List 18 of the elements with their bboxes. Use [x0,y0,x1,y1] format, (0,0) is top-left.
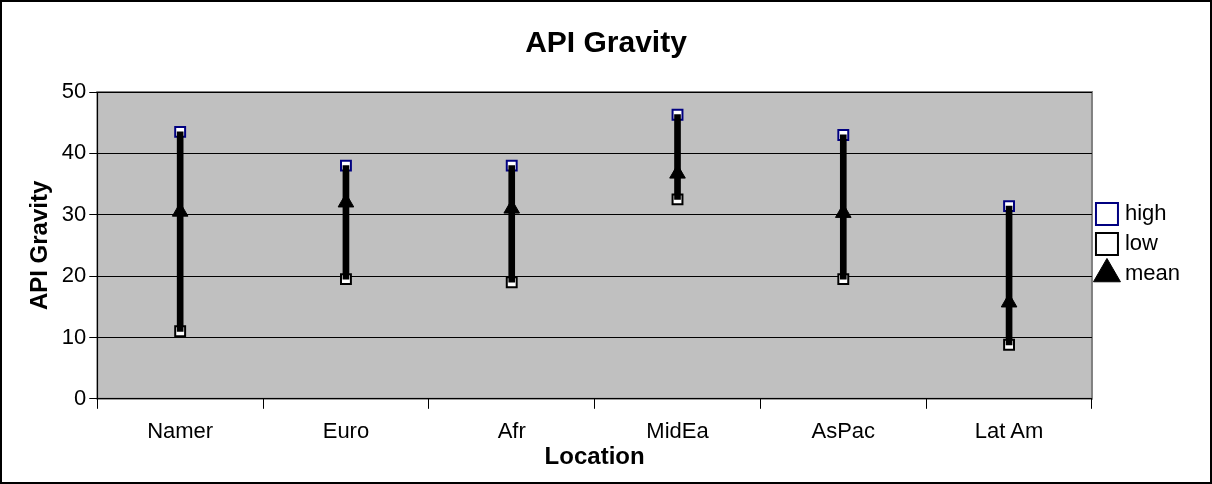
chart-title: API Gravity [525,25,688,59]
x-axis-title: Location [544,442,645,470]
x-tick-label: Namer [147,418,214,444]
legend-label: mean [1124,260,1181,286]
y-tick-label: 50 [61,78,87,104]
y-tick-label: 30 [61,200,87,226]
y-tick-label: 20 [61,262,87,288]
x-tick-label: Lat Am [974,418,1044,444]
y-tick-label: 10 [61,323,87,349]
legend-label: low [1124,230,1159,256]
x-tick-label: Euro [322,418,370,444]
x-tick-label: Afr [497,418,526,444]
y-axis-title: API Gravity [25,180,53,311]
y-tick-label: 0 [74,384,87,410]
x-tick-label: AsPac [811,418,876,444]
x-tick-label: MidEa [646,418,710,444]
legend-label: high [1124,200,1167,226]
y-tick-label: 40 [61,139,87,165]
